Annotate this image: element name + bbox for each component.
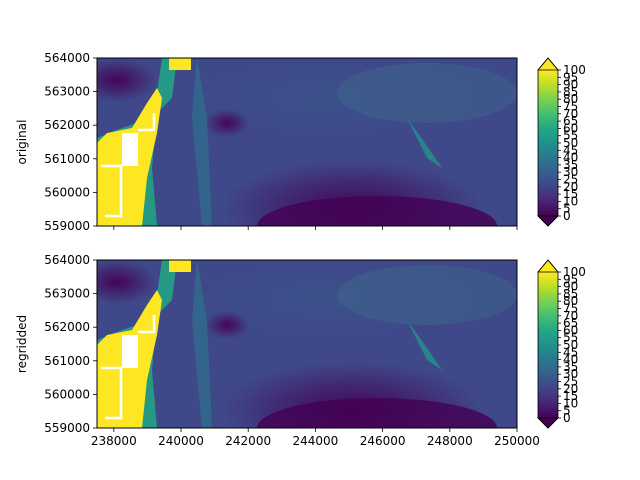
y-tick-label: 560000 [44,185,90,199]
axes-frame-regridded [96,259,518,429]
colorbar-tick-label: 90 [563,280,578,294]
colorbar-tick-label: 55 [563,129,578,143]
y-tick-label: 559000 [44,219,90,233]
y-tick-label: 562000 [44,118,90,132]
colorbar-tick-label: 20 [563,382,578,396]
colorbar-ticks-regridded: 0510152025303540455055606570758085909510… [558,265,586,425]
colorbar-tick-label: 40 [563,151,578,165]
colorbar-tick-label: 50 [563,136,578,150]
colorbar-tick-label: 45 [563,345,578,359]
y-tick-label: 561000 [44,152,90,166]
colorbar-regridded: 0510152025303540455055606570758085909510… [537,259,586,429]
colorbar-tick-label: 85 [563,287,578,301]
colorbar-extend-min-regridded [537,417,559,429]
colorbar-tick-label: 15 [563,187,578,201]
colorbar-tick-label: 60 [563,121,578,135]
colorbar-bar-regridded [538,272,558,418]
colorbar-tick-label: 5 [563,202,571,216]
colorbar-extend-min-original [537,215,559,227]
panel-original: 559000 560000 561000 562000 563000 564000 ori… [15,51,586,233]
colorbar-original: 0510152025303540455055606570758085909510… [537,57,586,227]
colorbar-tick-label: 95 [563,272,578,286]
colorbar-tick-label: 90 [563,78,578,92]
colorbar-tick-label: 75 [563,302,578,316]
ylabel-regridded: regridded [15,315,29,373]
x-tick-label: 244000 [292,434,338,448]
colorbar-tick-label: 20 [563,180,578,194]
colorbar-tick-label: 80 [563,92,578,106]
y-tick-label: 563000 [44,85,90,99]
colorbar-tick-label: 100 [563,63,586,77]
colorbar-tick-label: 75 [563,100,578,114]
colorbar-tick-label: 0 [563,411,571,425]
axes-frame-original [96,57,518,227]
colorbar-tick-label: 65 [563,114,578,128]
colorbar-tick-label: 95 [563,70,578,84]
x-tick-label: 242000 [225,434,271,448]
x-tick-label: 248000 [427,434,473,448]
colorbar-tick-label: 5 [563,404,571,418]
colorbar-tick-label: 25 [563,375,578,389]
colorbar-tick-label: 10 [563,396,578,410]
panel-regridded: 238000 240000 242000 244000 246000 248000 2500… [15,253,586,448]
colorbar-tick-label: 45 [563,143,578,157]
colorbar-tick-label: 85 [563,85,578,99]
y-tick-label: 564000 [44,51,90,65]
colorbar-tick-label: 0 [563,209,571,223]
colorbar-tick-label: 100 [563,265,586,279]
y-tick-label: 560000 [44,387,90,401]
y-tick-label: 564000 [44,253,90,267]
y-tick-label: 562000 [44,320,90,334]
colorbar-tick-label: 35 [563,158,578,172]
colorbar-tick-label: 55 [563,331,578,345]
y-tick-label: 563000 [44,287,90,301]
colorbar-tick-label: 10 [563,194,578,208]
colorbar-tick-label: 70 [563,107,578,121]
y-tick-label: 559000 [44,421,90,435]
colorbar-tick-label: 70 [563,309,578,323]
colorbar-tick-label: 50 [563,338,578,352]
x-tick-label: 246000 [360,434,406,448]
colorbar-tick-label: 30 [563,165,578,179]
colorbar-tick-label: 40 [563,353,578,367]
colorbar-tick-label: 80 [563,294,578,308]
x-tick-label: 240000 [158,434,204,448]
colorbar-tick-label: 30 [563,367,578,381]
colorbar-tick-label: 65 [563,316,578,330]
ticks-regridded: 238000 240000 242000 244000 246000 248000 2500… [44,253,540,448]
colorbar-extend-max-regridded [537,259,559,273]
colorbar-tick-label: 60 [563,323,578,337]
x-tick-label: 250000 [494,434,540,448]
colorbar-ticks-original: 0510152025303540455055606570758085909510… [558,63,586,223]
y-tick-label: 561000 [44,354,90,368]
ticks-original: 559000 560000 561000 562000 563000 564000 [44,51,518,233]
colorbar-extend-max-original [537,57,559,71]
ylabel-original: original [15,120,29,165]
x-tick-label: 238000 [91,434,137,448]
colorbar-tick-label: 35 [563,360,578,374]
colorbar-bar-original [538,70,558,216]
colorbar-tick-label: 15 [563,389,578,403]
colorbar-tick-label: 25 [563,173,578,187]
